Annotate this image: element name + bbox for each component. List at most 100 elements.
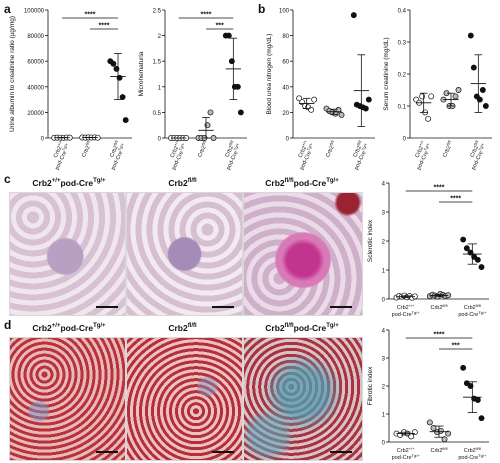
scale-bar-d3 (330, 451, 352, 453)
data-point (470, 64, 477, 71)
chart-blood-urea-nitrogen: 0 20 40 60 80 100 Blood urea nitrogen (mg/dL) C… (266, 9, 375, 171)
x-category-label: Crb2+/+pod-CreTg/+ (168, 139, 189, 171)
data-point (460, 364, 467, 371)
panel-letter-b: b (258, 2, 266, 16)
data-point (350, 12, 357, 19)
y-tick-label: 40000 (27, 85, 44, 91)
scale-bar-c3 (330, 306, 352, 308)
y-tick-label: 80000 (27, 34, 44, 40)
y-tick-label: 0 (403, 137, 407, 143)
y-tick-label: 1 (382, 269, 386, 275)
data-point (452, 93, 459, 100)
svg-text:Crb2fl/fl: Crb2fl/fl (323, 139, 337, 158)
y-axis-label: Microhematuria (138, 51, 145, 96)
y-tick-label: 0.2 (398, 73, 407, 79)
micrograph-c-knockout (243, 192, 363, 316)
x-category-label: Crb2fl/fl (440, 139, 454, 158)
y-tick-label: 0 (158, 137, 162, 143)
x-category-label: Crb2+/+pod-CreTg/+ (296, 139, 317, 171)
y-tick-label: 20 (282, 111, 289, 117)
y-axis-label: Fibrotic index (367, 366, 374, 405)
y-tick-label: 4 (382, 329, 386, 335)
scale-bar-d1 (96, 451, 118, 453)
data-point (425, 115, 432, 122)
significance-label: **** (434, 332, 445, 339)
x-category-label: Crb2+/+ (397, 446, 415, 454)
significance-label: **** (201, 12, 212, 19)
x-category-label: Crb2fl/fl (430, 446, 447, 454)
significance-label: *** (452, 343, 460, 350)
micrograph-c-control (9, 192, 126, 316)
significance-label: **** (99, 23, 110, 30)
chart-microhematuria: 00.511.522.5Microhematuria*******Crb2+/+… (138, 9, 247, 171)
y-tick-label: 2.5 (153, 9, 162, 15)
x-category-label: Crb2fl/fl (464, 303, 481, 311)
data-point (119, 94, 126, 100)
data-point (237, 109, 244, 116)
scale-bar-d2 (212, 451, 234, 453)
x-category-label: Crb2fl/flpod-CreTg/+ (223, 139, 244, 171)
data-point (463, 245, 470, 252)
micrograph-d-knockout (243, 337, 363, 461)
significance-label: **** (85, 12, 96, 19)
scale-bar-c2 (212, 306, 234, 308)
y-tick-label: 0.4 (398, 9, 407, 15)
x-category-label: Crb2fl/fl (464, 446, 481, 454)
svg-text:Crb2fl/fl: Crb2fl/fl (195, 139, 209, 158)
data-point (234, 83, 241, 90)
y-tick-label: 0 (41, 137, 45, 143)
y-tick-label: 3 (382, 357, 386, 363)
y-tick-label: 0 (382, 441, 386, 447)
data-point (460, 236, 467, 243)
y-tick-label: 1.5 (153, 60, 162, 66)
data-point (210, 135, 217, 141)
svg-text:Crb2fl/fl: Crb2fl/fl (440, 139, 454, 158)
data-point (474, 256, 481, 263)
x-category-label: Crb2fl/flpod-CreTg/+ (468, 139, 489, 171)
data-point (311, 96, 318, 103)
x-category-label: Crb2fl/flpod-CreTg/+ (107, 139, 128, 171)
panel-letter-d: d (4, 318, 12, 332)
micrograph-d-floxed (126, 337, 243, 461)
y-axis-label: Serum creatinine (mg/dL) (383, 37, 390, 110)
micro-header-c3: Crb2fl/flpod-CreTg/+ (265, 178, 339, 188)
data-point (225, 32, 232, 39)
y-tick-label: 0 (286, 137, 290, 143)
data-point (455, 87, 462, 93)
y-axis-label: Blood urea nitrogen (mg/dL) (266, 34, 273, 115)
x-category-label: Crb2+/+pod-CreTg/+ (413, 139, 434, 171)
chart-serum-creatinine: 0 0.1 0.2 0.3 0.4 Serum creatinine (mg/dL) Crb… (383, 9, 492, 171)
chart-albuminuria: 0 20000 40000 60000 80000 100000 Urine albumin… (9, 9, 132, 171)
y-tick-label: 4 (382, 182, 386, 188)
y-tick-label: 2 (158, 34, 162, 40)
svg-text:Crb2fl/fl: Crb2fl/fl (79, 139, 93, 158)
significance-label: **** (450, 196, 461, 203)
x-category-label: pod-CreTg/+ (392, 453, 421, 461)
micrograph-c-floxed (126, 192, 243, 316)
panel-letter-a: a (4, 2, 11, 16)
y-tick-label: 2 (382, 385, 386, 391)
x-category-label: Crb2fl/fl (195, 139, 209, 158)
micro-header-c2: Crb2fl/fl (168, 178, 197, 188)
panel-letter-c: c (4, 172, 11, 186)
y-tick-label: 100000 (24, 9, 45, 15)
data-point (479, 87, 486, 93)
micrograph-d-control (9, 337, 126, 461)
x-category-label: Crb2+/+ (397, 303, 415, 311)
y-tick-label: 2 (382, 240, 386, 246)
y-tick-label: 60 (282, 60, 289, 66)
data-point (122, 117, 129, 124)
y-tick-label: 1 (158, 85, 162, 91)
data-point (467, 383, 474, 389)
data-point (441, 436, 448, 443)
micro-header-d3: Crb2fl/flpod-CreTg/+ (265, 323, 339, 333)
x-category-label: Crb2fl/flpod-CreTg/+ (351, 139, 372, 171)
y-tick-label: 60000 (27, 60, 44, 66)
scale-bar-c1 (96, 306, 118, 308)
y-tick-label: 0 (382, 298, 386, 304)
significance-label: *** (216, 23, 224, 30)
x-category-label: Crb2fl/fl (323, 139, 337, 158)
y-tick-label: 0.1 (398, 105, 407, 111)
